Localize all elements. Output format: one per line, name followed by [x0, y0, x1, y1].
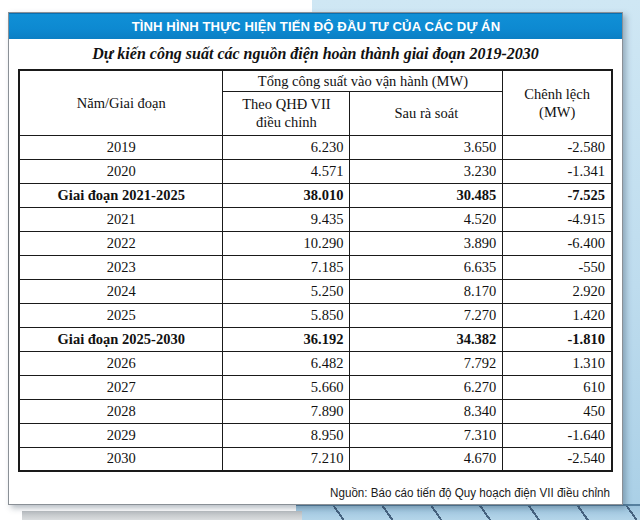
- reviewed-value: 8.340: [350, 399, 503, 423]
- diff-value: -1.341: [503, 159, 612, 183]
- planned-value: 5.250: [223, 279, 350, 303]
- planned-value: 9.435: [223, 207, 350, 231]
- reviewed-value: 8.170: [350, 279, 503, 303]
- table-row: 2022 10.290 3.890 -6.400: [19, 231, 612, 255]
- table-row: 2028 7.890 8.340 450: [19, 399, 612, 423]
- row-label: 2030: [19, 447, 223, 471]
- table-row: 2027 5.660 6.270 610: [19, 375, 612, 399]
- reviewed-value: 6.270: [350, 375, 503, 399]
- table-row: 2021 9.435 4.520 -4.915: [19, 207, 612, 231]
- row-label: Giai đoạn 2025-2030: [19, 327, 223, 351]
- diff-value: 1.420: [503, 303, 612, 327]
- diff-value: -7.525: [503, 183, 612, 207]
- row-label: Giai đoạn 2021-2025: [19, 183, 223, 207]
- planned-value: 7.890: [223, 399, 350, 423]
- background-diagonal-band: [296, 504, 640, 520]
- planned-value: 7.185: [223, 255, 350, 279]
- reviewed-value: 6.635: [350, 255, 503, 279]
- diff-value: -6.400: [503, 231, 612, 255]
- row-label: 2020: [19, 159, 223, 183]
- diff-value: -1.640: [503, 423, 612, 447]
- row-label: 2022: [19, 231, 223, 255]
- diff-value: -4.915: [503, 207, 612, 231]
- reviewed-value: 3.650: [350, 135, 503, 159]
- diff-value: -2.580: [503, 135, 612, 159]
- diff-value: 1.310: [503, 351, 612, 375]
- diff-value: -550: [503, 255, 612, 279]
- row-label: 2023: [19, 255, 223, 279]
- reviewed-value: 30.485: [350, 183, 503, 207]
- table-subtitle: Dự kiến công suất các nguồn điện hoàn th…: [9, 39, 622, 69]
- row-label: 2021: [19, 207, 223, 231]
- table-header-group-row: Năm/Giai đoạn Tổng công suất vào vận hàn…: [19, 70, 612, 91]
- header-capacity-group: Tổng công suất vào vận hành (MW): [223, 70, 503, 91]
- planned-value: 38.010: [223, 183, 350, 207]
- table-row: 2019 6.230 3.650 -2.580: [19, 135, 612, 159]
- row-label: 2028: [19, 399, 223, 423]
- card-bottom-shadow: [22, 511, 302, 520]
- source-note: Nguồn: Báo cáo tiến độ Quy hoạch điện VI…: [330, 486, 610, 500]
- reviewed-value: 7.270: [350, 303, 503, 327]
- row-label: 2024: [19, 279, 223, 303]
- reviewed-value: 34.382: [350, 327, 503, 351]
- banner: TÌNH HÌNH THỰC HIỆN TIẾN ĐỘ ĐẦU TƯ CỦA C…: [9, 13, 622, 39]
- diff-value: 450: [503, 399, 612, 423]
- banner-title: TÌNH HÌNH THỰC HIỆN TIẾN ĐỘ ĐẦU TƯ CỦA C…: [131, 19, 499, 34]
- diff-value: 2.920: [503, 279, 612, 303]
- table-row-period-total: Giai đoạn 2021-2025 38.010 30.485 -7.525: [19, 183, 612, 207]
- reviewed-value: 3.230: [350, 159, 503, 183]
- planned-value: 5.660: [223, 375, 350, 399]
- diff-value: -1.810: [503, 327, 612, 351]
- capacity-table: Năm/Giai đoạn Tổng công suất vào vận hàn…: [18, 69, 613, 472]
- reviewed-value: 3.890: [350, 231, 503, 255]
- reviewed-value: 4.670: [350, 447, 503, 471]
- table-row: 2023 7.185 6.635 -550: [19, 255, 612, 279]
- row-label: 2019: [19, 135, 223, 159]
- planned-value: 10.290: [223, 231, 350, 255]
- planned-value: 8.950: [223, 423, 350, 447]
- diff-value: 610: [503, 375, 612, 399]
- diff-value: -2.540: [503, 447, 612, 471]
- planned-value: 4.571: [223, 159, 350, 183]
- table-row: 2029 8.950 7.310 -1.640: [19, 423, 612, 447]
- reviewed-value: 7.792: [350, 351, 503, 375]
- row-label: 2025: [19, 303, 223, 327]
- row-label: 2029: [19, 423, 223, 447]
- row-label: 2026: [19, 351, 223, 375]
- table-row-period-total: Giai đoạn 2025-2030 36.192 34.382 -1.810: [19, 327, 612, 351]
- planned-value: 6.482: [223, 351, 350, 375]
- header-diff: Chênh lệch (MW): [503, 70, 612, 135]
- infographic-card: TÌNH HÌNH THỰC HIỆN TIẾN ĐỘ ĐẦU TƯ CỦA C…: [8, 12, 623, 505]
- planned-value: 7.210: [223, 447, 350, 471]
- reviewed-value: 4.520: [350, 207, 503, 231]
- planned-value: 6.230: [223, 135, 350, 159]
- planned-value: 5.850: [223, 303, 350, 327]
- table-row: 2024 5.250 8.170 2.920: [19, 279, 612, 303]
- header-planned: Theo QHĐ VII điều chỉnh: [223, 91, 350, 135]
- table-row: 2025 5.850 7.270 1.420: [19, 303, 612, 327]
- table-row: 2030 7.210 4.670 -2.540: [19, 447, 612, 471]
- planned-value: 36.192: [223, 327, 350, 351]
- reviewed-value: 7.310: [350, 423, 503, 447]
- table-row: 2020 4.571 3.230 -1.341: [19, 159, 612, 183]
- row-label: 2027: [19, 375, 223, 399]
- table-row: 2026 6.482 7.792 1.310: [19, 351, 612, 375]
- header-year: Năm/Giai đoạn: [19, 70, 223, 135]
- header-reviewed: Sau rà soát: [350, 91, 503, 135]
